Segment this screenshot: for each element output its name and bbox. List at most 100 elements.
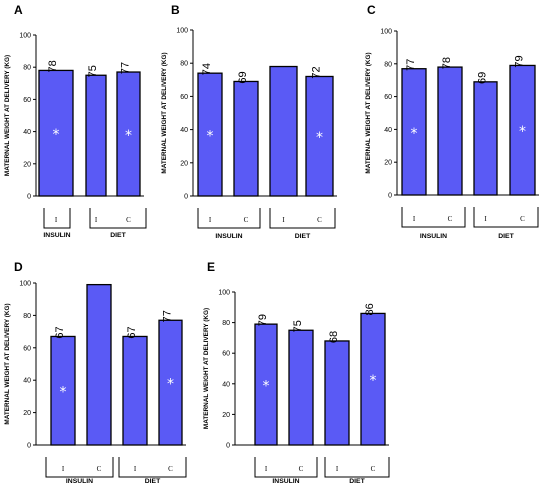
y-tick-label: 20 [23, 161, 31, 168]
significance-asterisk: * [60, 385, 67, 401]
bar-value-label: 78 [441, 57, 453, 69]
bar [86, 283, 112, 446]
category-label: I [265, 465, 268, 473]
chart-panel-D: D MATERNAL WEIGHT AT DELIVERY (KG) 0 20 40 60… [4, 260, 187, 485]
bar-value-label: 77 [162, 310, 174, 322]
y-tick-label: 60 [180, 94, 188, 101]
y-tick-label: 40 [180, 127, 188, 134]
category-label: I [62, 465, 65, 473]
bar [437, 66, 463, 196]
y-axis-title: MATERNAL WEIGHT AT DELIVERY (KG) [4, 55, 11, 176]
y-tick-label: 80 [180, 61, 188, 68]
bar [197, 72, 223, 197]
y-tick-label: 40 [23, 378, 31, 385]
group-bracket [118, 457, 187, 478]
bar-value-label: 68 [328, 331, 340, 343]
significance-asterisk: * [167, 377, 174, 393]
y-tick-label: 100 [19, 33, 31, 40]
y-tick-label: 40 [384, 127, 392, 134]
bar [509, 64, 536, 196]
group-label: INSULIN [272, 478, 299, 485]
y-tick-label: 60 [384, 94, 392, 101]
y-tick-label: 80 [23, 313, 31, 320]
bar [85, 74, 107, 197]
y-tick-label: 40 [23, 129, 31, 136]
group-label: DIET [145, 478, 161, 485]
significance-asterisk: * [370, 373, 377, 389]
chart-panel-B: B MATERNAL WEIGHT AT DELIVERY (KG) 0 20 40 60… [161, 3, 337, 240]
bar [473, 81, 498, 196]
bar [122, 335, 148, 446]
y-tick-label: 100 [380, 29, 392, 36]
y-tick-label: 20 [23, 410, 31, 417]
panel-label: D [14, 260, 23, 274]
y-tick-label: 20 [222, 412, 230, 419]
bar-value-label: 75 [87, 65, 99, 77]
bar-value-label: 78 [47, 60, 59, 72]
group-bracket [89, 208, 147, 229]
y-axis-title: MATERNAL WEIGHT AT DELIVERY (KG) [365, 52, 372, 173]
bar-value-label: 69 [477, 72, 489, 84]
category-label: C [244, 216, 249, 224]
category-label: C [168, 465, 173, 473]
group-bracket [254, 457, 318, 478]
bar [233, 80, 259, 197]
bar [116, 71, 141, 197]
group-label: INSULIN [215, 233, 242, 240]
group-label: INSULIN [66, 478, 93, 485]
bar-value-label: 86 [364, 303, 376, 315]
y-tick-label: 100 [176, 28, 188, 35]
y-tick-label: 40 [222, 381, 230, 388]
bar-value-label: 79 [257, 314, 269, 326]
significance-asterisk: * [519, 124, 526, 140]
bar-value-label: 69 [237, 71, 249, 83]
panel-label: A [14, 3, 23, 17]
bar [360, 312, 386, 446]
bar-value-label: 77 [120, 62, 132, 74]
y-tick-label: 80 [23, 65, 31, 72]
panel-label: B [171, 3, 180, 17]
chart-panel-E: E MATERNAL WEIGHT AT DELIVERY (KG) 0 20 40 60… [203, 260, 390, 485]
bar-value-label: 67 [54, 326, 66, 338]
category-label: I [336, 465, 339, 473]
category-label: C [299, 465, 304, 473]
group-bracket [197, 208, 261, 229]
y-axis-title: MATERNAL WEIGHT AT DELIVERY (KG) [161, 52, 168, 173]
category-label: I [95, 216, 98, 224]
group-label: DIET [349, 478, 365, 485]
group-label: INSULIN [420, 233, 447, 240]
y-tick-label: 60 [222, 351, 230, 358]
group-bracket [401, 207, 466, 228]
group-label: DIET [498, 233, 514, 240]
group-label: INSULIN [43, 232, 70, 239]
significance-asterisk: * [316, 130, 323, 146]
category-label: C [448, 215, 453, 223]
y-axis-title: MATERNAL WEIGHT AT DELIVERY (KG) [4, 303, 11, 424]
bar [158, 319, 183, 446]
significance-asterisk: * [207, 129, 214, 145]
category-label: I [484, 215, 487, 223]
category-label: I [134, 465, 137, 473]
group-bracket [324, 457, 390, 478]
category-label: I [209, 216, 212, 224]
bar [324, 340, 350, 446]
y-tick-label: 20 [180, 160, 188, 167]
bar [288, 329, 314, 446]
y-tick-label: 100 [218, 290, 230, 297]
y-tick-label: 0 [388, 193, 392, 200]
group-bracket [45, 457, 114, 478]
panel-label: E [207, 260, 215, 274]
bar [269, 65, 298, 197]
group-label: DIET [295, 233, 311, 240]
bar [50, 335, 76, 446]
chart-panel-C: C MATERNAL WEIGHT AT DELIVERY (KG) 0 20 40 60… [365, 3, 539, 240]
y-axis-title: MATERNAL WEIGHT AT DELIVERY (KG) [203, 308, 210, 429]
bar [254, 323, 278, 446]
category-label: I [282, 216, 285, 224]
significance-asterisk: * [53, 127, 60, 143]
chart-panel-A: A MATERNAL WEIGHT AT DELIVERY (KG) 0 20 40 60… [4, 3, 147, 239]
y-tick-label: 60 [23, 345, 31, 352]
category-label: C [520, 215, 525, 223]
bar-value-label: 74 [201, 63, 213, 75]
